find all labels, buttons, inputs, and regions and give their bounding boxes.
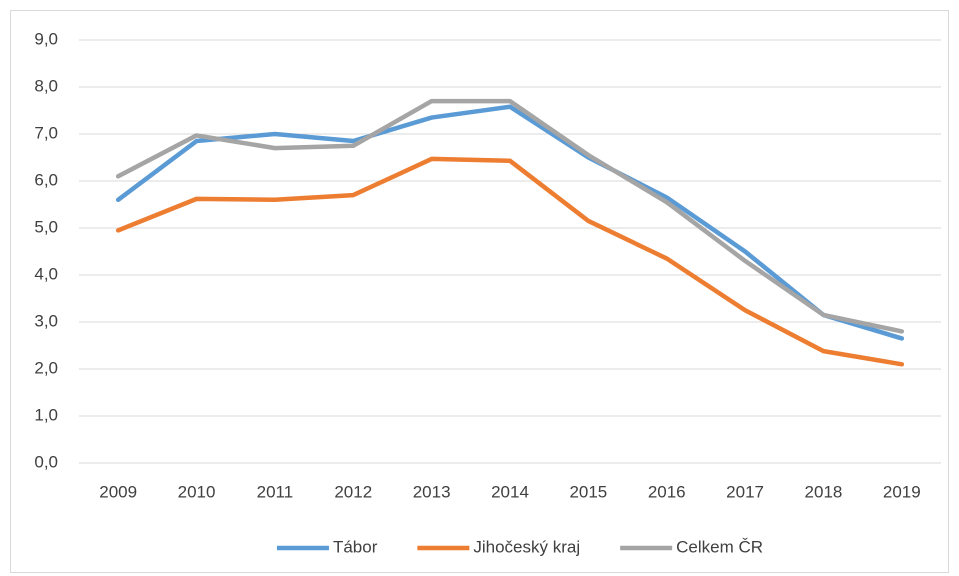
series-line bbox=[115, 98, 905, 334]
x-tick-label: 2010 bbox=[178, 482, 216, 501]
legend-label: Celkem ČR bbox=[676, 537, 763, 556]
x-tick-label: 2015 bbox=[569, 482, 607, 501]
x-tick-label: 2018 bbox=[805, 482, 843, 501]
x-tick-label: 2016 bbox=[648, 482, 686, 501]
x-tick-label: 2012 bbox=[334, 482, 372, 501]
legend-label: Jihočeský kraj bbox=[473, 537, 580, 556]
y-tick-label: 0,0 bbox=[34, 452, 58, 471]
x-tick-label: 2013 bbox=[413, 482, 451, 501]
x-tick-label: 2009 bbox=[99, 482, 137, 501]
legend-label: Tábor bbox=[333, 537, 378, 556]
y-tick-label: 8,0 bbox=[34, 76, 58, 95]
x-tick-label: 2019 bbox=[883, 482, 921, 501]
series-line bbox=[115, 156, 905, 367]
y-tick-label: 6,0 bbox=[34, 170, 58, 189]
y-tick-label: 3,0 bbox=[34, 311, 58, 330]
y-tick-label: 7,0 bbox=[34, 123, 58, 142]
x-tick-label: 2014 bbox=[491, 482, 529, 501]
x-tick-label: 2011 bbox=[257, 482, 294, 501]
y-tick-label: 9,0 bbox=[34, 29, 58, 48]
series-line bbox=[115, 104, 905, 341]
y-tick-label: 5,0 bbox=[34, 217, 58, 236]
x-tick-label: 2017 bbox=[726, 482, 764, 501]
y-tick-label: 4,0 bbox=[34, 264, 58, 283]
y-tick-label: 2,0 bbox=[34, 358, 58, 377]
y-tick-label: 1,0 bbox=[34, 405, 58, 424]
